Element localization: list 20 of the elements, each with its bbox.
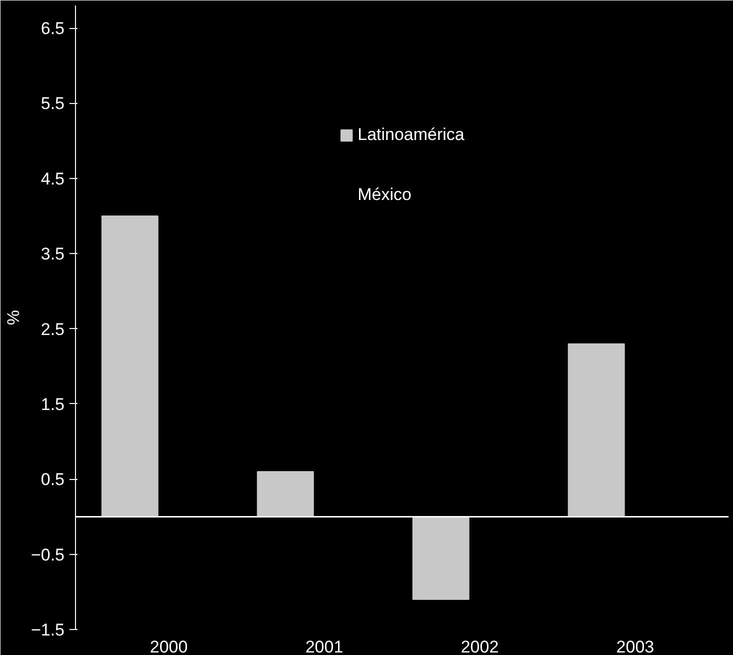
bar	[256, 471, 314, 518]
x-tick-label: 2002	[460, 638, 499, 655]
y-tick-label: 5.5	[40, 94, 65, 114]
bar	[412, 516, 470, 600]
y-tick-label: −0.5	[30, 545, 64, 564]
text: México	[358, 185, 412, 205]
y-tick-label: 1.5	[40, 394, 65, 414]
bar	[568, 343, 625, 518]
y-tick-label: 3.5	[40, 244, 65, 264]
x-tick-label: 2000	[150, 638, 188, 655]
x-tick-label: 2003	[616, 638, 654, 655]
legend-label: Latinoamérica	[358, 125, 464, 145]
y-tick-label: 6.5	[40, 19, 65, 38]
y-tick-label: 0.5	[40, 470, 65, 490]
y-axis-title: %	[4, 310, 23, 326]
y-tick-label: 2.5	[40, 320, 65, 339]
x-tick-label: 2001	[305, 638, 344, 655]
y-tick-label: −1.5	[30, 620, 64, 640]
y-tick-label: 4.5	[40, 169, 65, 188]
bar	[101, 216, 158, 518]
